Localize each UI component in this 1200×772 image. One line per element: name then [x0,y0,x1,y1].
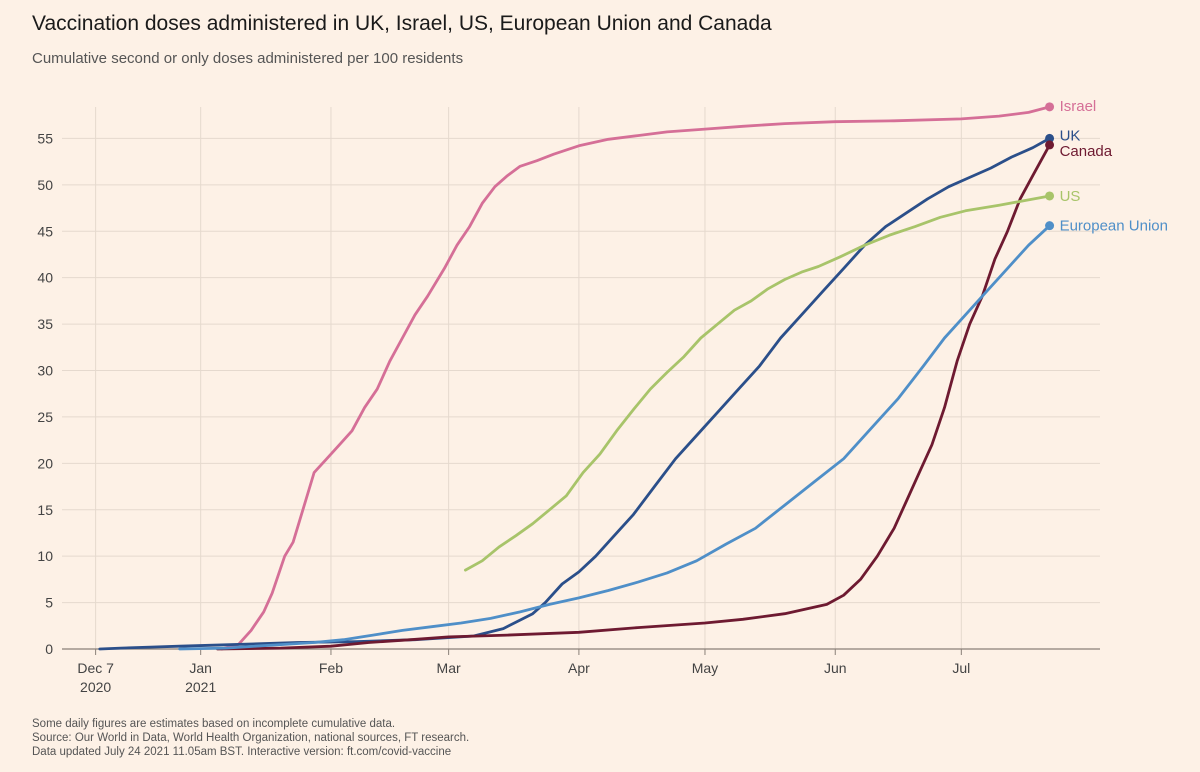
series-line-us [463,194,1051,572]
x-tick-label: Jul [952,660,970,676]
x-tick-label: Mar [437,660,461,676]
y-tick-label: 40 [37,270,53,286]
chart-subtitle: Cumulative second or only doses administ… [32,50,464,67]
series-end-marker [1045,191,1055,201]
series-end-marker [1045,140,1055,150]
x-tick-label: Jan [189,660,212,676]
x-tick-sublabel: 2021 [185,679,216,695]
x-tick-label: May [692,660,718,676]
chart-title: Vaccination doses administered in UK, Is… [32,12,772,35]
series-end-label: UK [1060,127,1081,144]
series-end-marker [1045,133,1055,143]
series-end-marker [1045,102,1055,112]
y-tick-label: 25 [37,409,53,425]
x-tick-label: Dec 7 [77,660,114,676]
y-tick-label: 45 [37,223,53,239]
line-chart: 0 5 10 15 20 25 30 35 40 45 50 55 Dec 7 2020 Jan 2021 Fe… [37,98,1168,695]
series-end-label: European Union [1060,218,1168,235]
x-tick-label: Jun [824,660,847,676]
footnote-updated: Data updated July 24 2021 11.05am BST. I… [32,746,452,758]
series-line-israel [220,105,1051,651]
series-line-canada [216,143,1051,651]
y-tick-label: 0 [45,641,53,657]
series-end-label: Canada [1060,143,1113,160]
y-tick-label: 35 [37,316,53,332]
footnote-estimates: Some daily figures are estimates based o… [32,718,396,730]
series-end-label: Israel [1060,98,1097,115]
series-end-label: US [1060,188,1081,205]
y-tick-label: 50 [37,177,53,193]
y-tick-label: 5 [45,595,53,611]
y-tick-label: 15 [37,502,53,518]
footnote-source: Source: Our World in Data, World Health … [32,732,470,744]
y-tick-label: 55 [37,130,53,146]
series-line-european-union [178,224,1051,651]
series-end-marker [1045,221,1055,231]
x-tick-label: Feb [319,660,343,676]
x-tick-label: Apr [568,660,590,676]
series-line-uk [98,136,1051,651]
footnotes: Some daily figures are estimates based o… [32,717,469,759]
y-tick-label: 20 [37,455,53,471]
y-tick-label: 10 [37,548,53,564]
x-tick-sublabel: 2020 [80,679,111,695]
y-tick-label: 30 [37,363,53,379]
